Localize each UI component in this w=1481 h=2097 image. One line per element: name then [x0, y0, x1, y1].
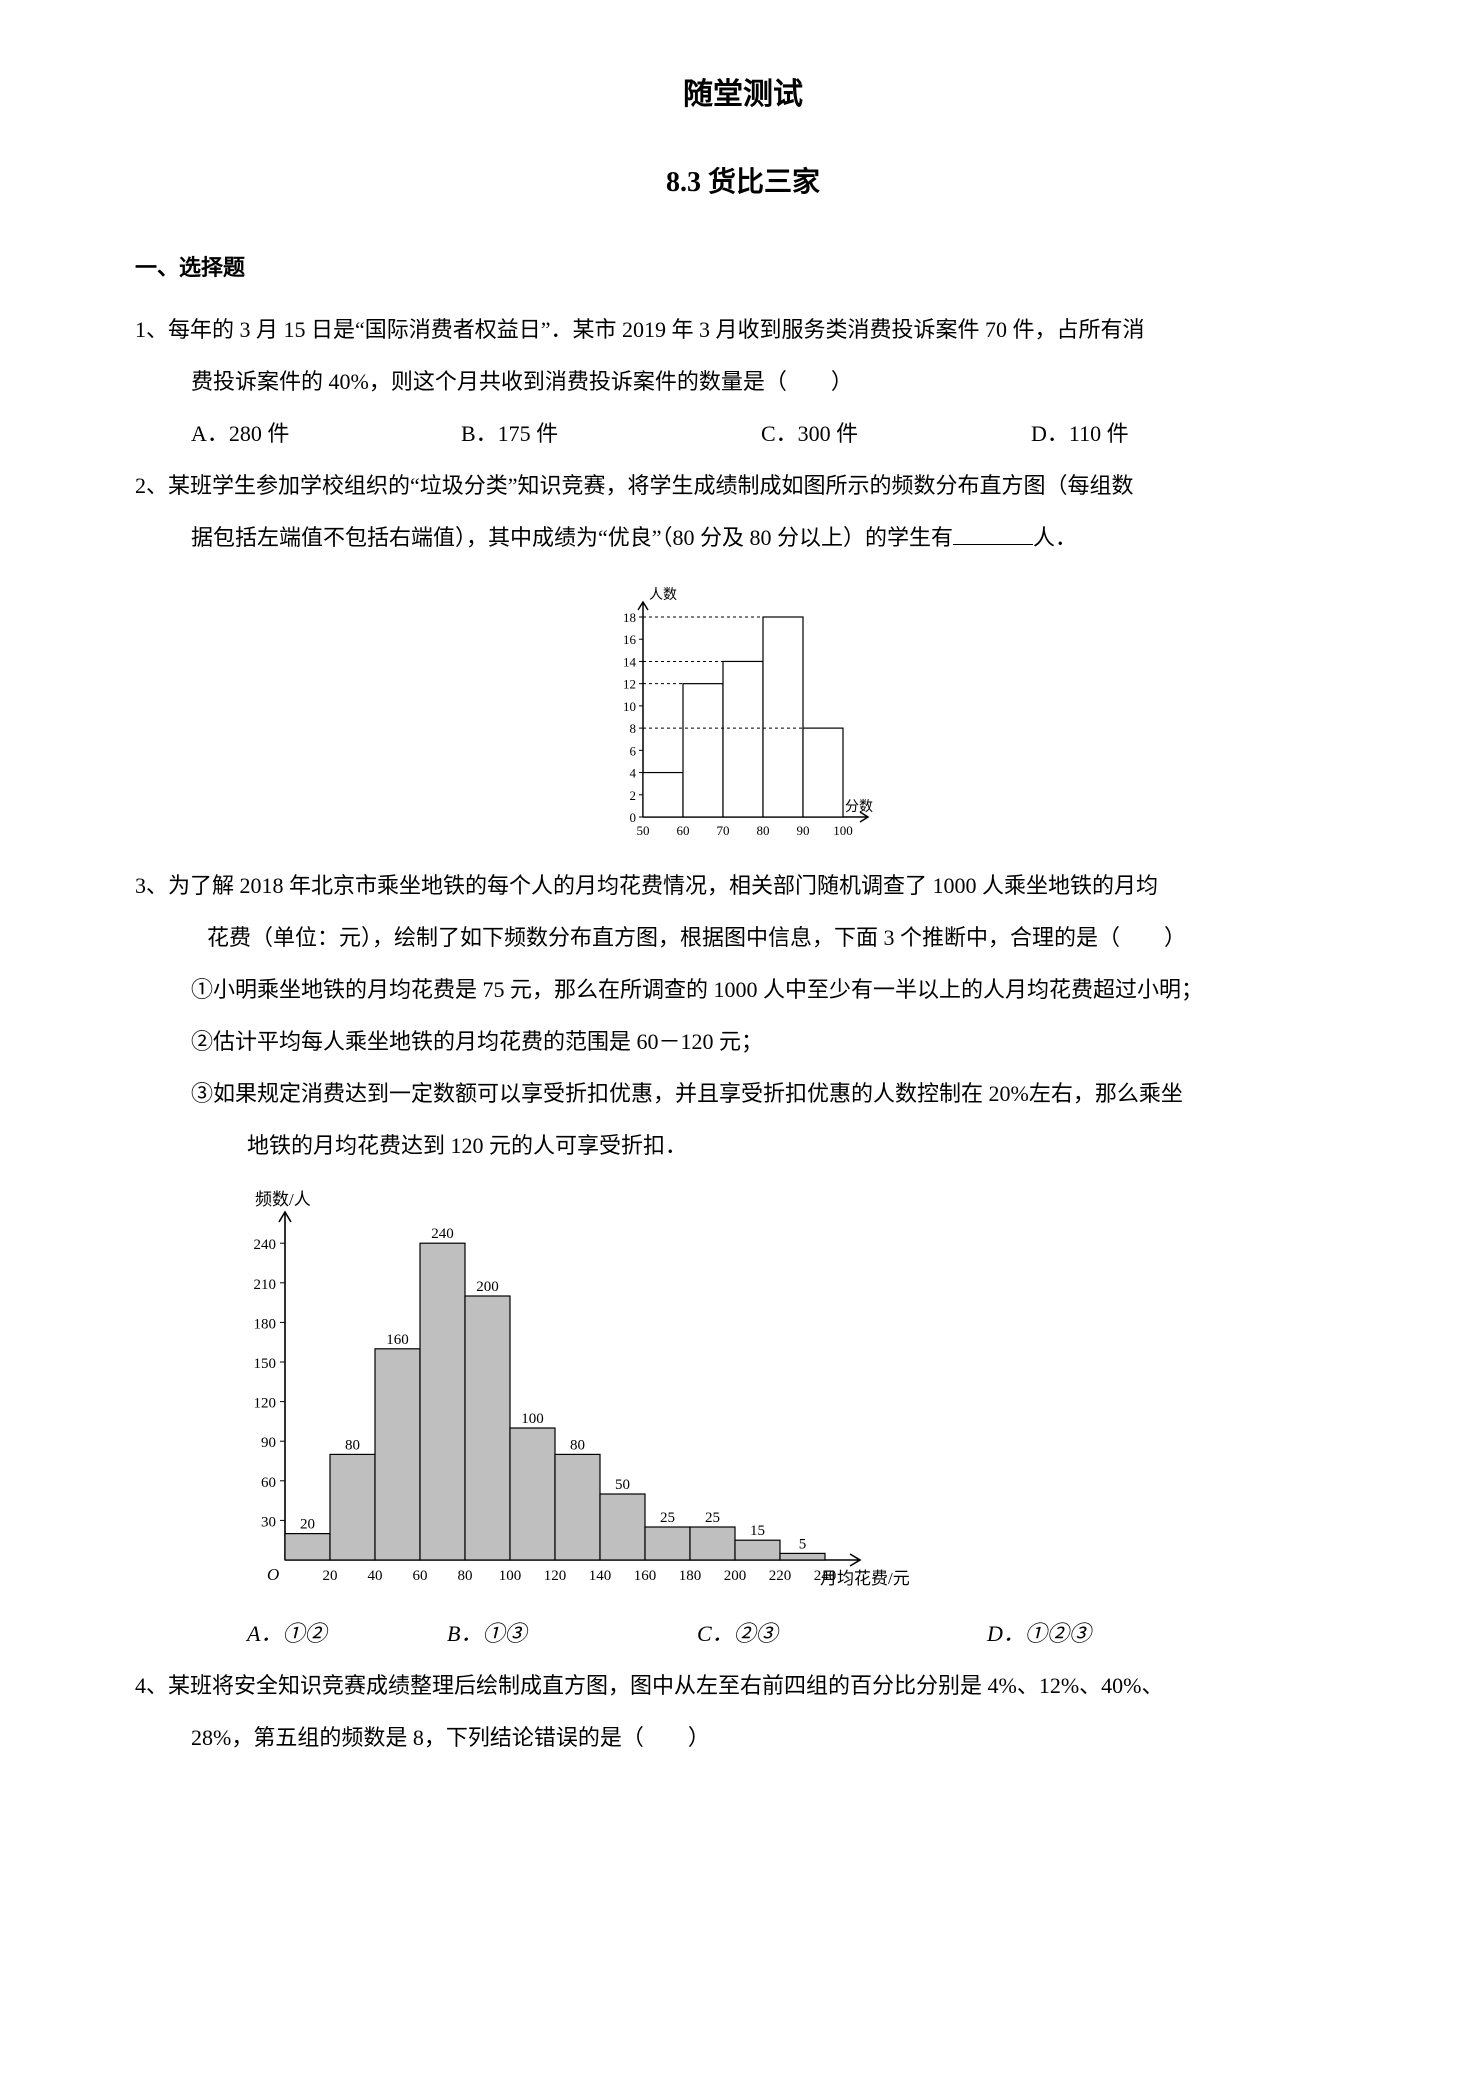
svg-text:240: 240 [431, 1226, 454, 1242]
svg-text:180: 180 [679, 1568, 702, 1584]
section-header: 一、选择题 [135, 246, 1351, 290]
q4-line1: 4、某班将安全知识竞赛成绩整理后绘制成直方图，图中从左至右前四组的百分比分别是 … [135, 1664, 1351, 1708]
svg-text:140: 140 [589, 1568, 612, 1584]
svg-text:40: 40 [368, 1568, 383, 1584]
q2-chart-wrap: 人数分数 0 2 4 6 8 10 12 14 16 18 50 60 70 80 90 100 [135, 572, 1351, 852]
q2-line2-pre: 据包括左端值不包括右端值），其中成绩为“优良”（80 分及 80 分以上）的学生… [191, 525, 953, 550]
svg-text:15: 15 [750, 1523, 765, 1539]
svg-text:100: 100 [521, 1411, 544, 1427]
svg-text:4: 4 [630, 766, 637, 781]
q3-opt-a: A．①② [247, 1612, 447, 1656]
q2-line1: 2、某班学生参加学校组织的“垃圾分类”知识竞赛，将学生成绩制成如图所示的频数分布… [135, 464, 1351, 508]
q3-line1: 3、为了解 2018 年北京市乘坐地铁的每个人的月均花费情况，相关部门随机调查了… [135, 864, 1351, 908]
q3-stmt3b: 地铁的月均花费达到 120 元的人可享受折扣． [135, 1124, 1351, 1168]
q1-opt-d: D．110 件 [1031, 412, 1129, 456]
svg-text:18: 18 [623, 610, 636, 625]
q3-stmt2: ②估计平均每人乘坐地铁的月均花费的范围是 60－120 元； [135, 1020, 1351, 1064]
svg-text:频数/人: 频数/人 [255, 1190, 311, 1209]
svg-text:120: 120 [254, 1396, 277, 1412]
q1-line1: 1、每年的 3 月 15 日是“国际消费者权益日”．某市 2019 年 3 月收… [135, 308, 1351, 352]
svg-text:70: 70 [717, 823, 730, 838]
svg-text:90: 90 [261, 1435, 276, 1451]
svg-text:人数: 人数 [649, 587, 677, 603]
svg-text:12: 12 [623, 677, 636, 692]
q2-line2: 据包括左端值不包括右端值），其中成绩为“优良”（80 分及 80 分以上）的学生… [135, 516, 1351, 560]
svg-text:O: O [267, 1565, 279, 1584]
svg-text:240: 240 [814, 1568, 837, 1584]
svg-text:2: 2 [630, 788, 637, 803]
svg-text:60: 60 [413, 1568, 428, 1584]
svg-text:14: 14 [623, 654, 637, 669]
svg-text:100: 100 [833, 823, 853, 838]
svg-text:分数: 分数 [845, 799, 873, 815]
svg-text:60: 60 [261, 1475, 276, 1491]
svg-text:25: 25 [660, 1510, 675, 1526]
svg-text:80: 80 [345, 1437, 360, 1453]
svg-text:150: 150 [254, 1356, 277, 1372]
svg-text:160: 160 [386, 1332, 409, 1348]
svg-text:0: 0 [630, 810, 637, 825]
q3-chart-wrap: 频数/人月均花费/元O30609012015018021024020801602… [135, 1180, 1351, 1600]
q3-line2: 花费（单位：元），绘制了如下频数分布直方图，根据图中信息，下面 3 个推断中，合… [135, 916, 1351, 960]
svg-text:90: 90 [797, 823, 810, 838]
svg-text:6: 6 [630, 743, 637, 758]
q1-options: A．280 件 B．175 件 C．300 件 D．110 件 [135, 412, 1351, 456]
svg-text:8: 8 [630, 721, 637, 736]
svg-text:160: 160 [634, 1568, 657, 1584]
svg-text:30: 30 [261, 1514, 276, 1530]
svg-text:50: 50 [637, 823, 650, 838]
q3-histogram: 频数/人月均花费/元O30609012015018021024020801602… [215, 1180, 935, 1600]
svg-text:100: 100 [499, 1568, 522, 1584]
svg-text:180: 180 [254, 1316, 277, 1332]
svg-text:240: 240 [254, 1237, 277, 1253]
svg-text:120: 120 [544, 1568, 567, 1584]
q4-line2: 28%，第五组的频数是 8，下列结论错误的是（ ） [135, 1716, 1351, 1760]
main-title: 随堂测试 [135, 65, 1351, 125]
q3-opt-b: B．①③ [447, 1612, 697, 1656]
svg-text:210: 210 [254, 1277, 277, 1293]
svg-text:80: 80 [757, 823, 770, 838]
q2-blank [953, 522, 1033, 545]
q1-opt-b: B．175 件 [461, 412, 761, 456]
q3-stmt3a: ③如果规定消费达到一定数额可以享受折扣优惠，并且享受折扣优惠的人数控制在 20%… [135, 1072, 1351, 1116]
q1-opt-c: C．300 件 [761, 412, 1031, 456]
q1-opt-a: A．280 件 [191, 412, 461, 456]
q2-histogram: 人数分数 0 2 4 6 8 10 12 14 16 18 50 60 70 80 90 100 [583, 572, 903, 852]
q3-opt-d: D．①②③ [987, 1612, 1091, 1656]
svg-text:200: 200 [476, 1279, 499, 1295]
page: 随堂测试 8.3 货比三家 一、选择题 1、每年的 3 月 15 日是“国际消费… [0, 0, 1481, 1848]
svg-text:20: 20 [300, 1517, 315, 1533]
svg-text:200: 200 [724, 1568, 747, 1584]
q2-line2-post: 人． [1033, 525, 1077, 550]
svg-text:20: 20 [323, 1568, 338, 1584]
svg-text:50: 50 [615, 1477, 630, 1493]
q3-options: A．①② B．①③ C．②③ D．①②③ [135, 1612, 1351, 1656]
svg-text:220: 220 [769, 1568, 792, 1584]
svg-text:16: 16 [623, 632, 637, 647]
svg-text:60: 60 [677, 823, 690, 838]
sub-title: 8.3 货比三家 [135, 155, 1351, 211]
svg-text:10: 10 [623, 699, 636, 714]
q1-line2: 费投诉案件的 40%，则这个月共收到消费投诉案件的数量是（ ） [135, 360, 1351, 404]
svg-text:80: 80 [570, 1437, 585, 1453]
svg-text:25: 25 [705, 1510, 720, 1526]
svg-text:5: 5 [799, 1536, 807, 1552]
svg-text:80: 80 [458, 1568, 473, 1584]
q3-stmt1: ①小明乘坐地铁的月均花费是 75 元，那么在所调查的 1000 人中至少有一半以… [135, 968, 1351, 1012]
q3-opt-c: C．②③ [697, 1612, 987, 1656]
